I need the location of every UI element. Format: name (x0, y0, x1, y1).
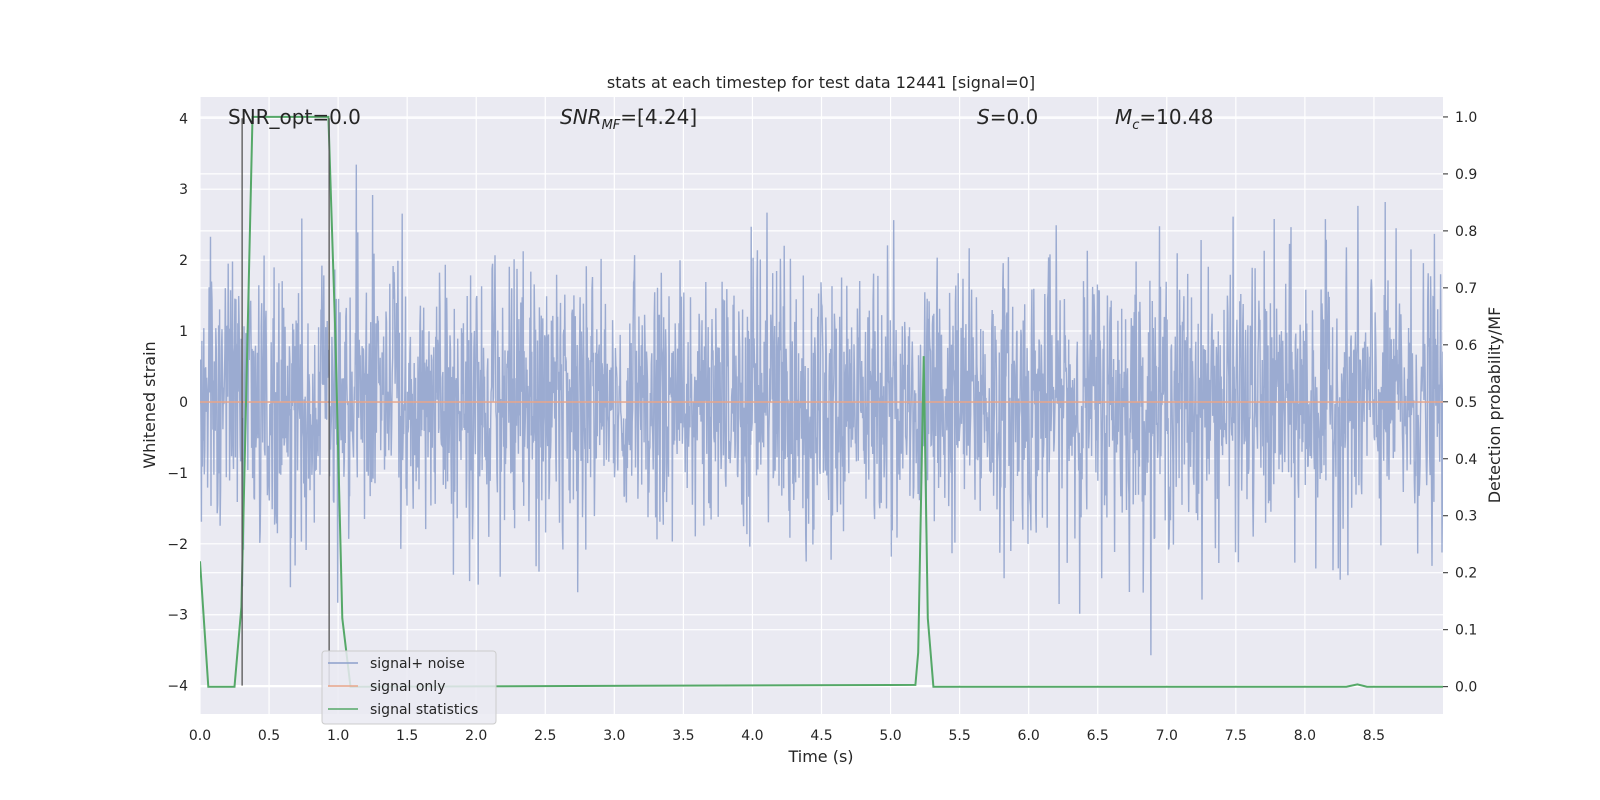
x-tick-label: 2.0 (465, 728, 487, 744)
y2-axis-label: Detection probability/MF (1485, 307, 1504, 504)
y-tick-label: −1 (167, 466, 188, 482)
x-tick-label: 8.0 (1294, 728, 1316, 744)
series-line-signal-statistics (200, 115, 1443, 688)
y-tick-label: 1 (179, 324, 188, 340)
x-tick-label: 5.5 (948, 728, 970, 744)
x-tick-label: 1.5 (396, 728, 418, 744)
chart-title: stats at each timestep for test data 124… (607, 73, 1035, 92)
annotation-s: S=0.0 (977, 105, 1038, 129)
y-tick-label: −2 (167, 537, 188, 553)
legend-label-signal-noise: signal+ noise (370, 656, 465, 672)
y2-tick-label: 0.3 (1455, 509, 1477, 525)
x-tick-label: 1.0 (327, 728, 349, 744)
annotation-mc: Mc=10.48 (1115, 105, 1213, 133)
x-tick-label: 3.0 (603, 728, 625, 744)
y2-tick-label: 0.8 (1455, 224, 1477, 240)
y-tick-label: 2 (179, 253, 188, 269)
y-axis-label: Whitened strain (140, 341, 159, 468)
legend-label-signal-statistics: signal statistics (370, 702, 478, 718)
x-tick-label: 4.0 (741, 728, 763, 744)
series-layer (200, 115, 1443, 688)
legend-label-signal-only: signal only (370, 679, 445, 695)
x-tick-label: 5.0 (879, 728, 901, 744)
x-tick-label: 0.5 (258, 728, 280, 744)
y2-tick-label: 0.2 (1455, 566, 1477, 582)
y2-tick-label: 0.5 (1455, 395, 1477, 411)
y2-tick-label: 0.7 (1455, 281, 1477, 297)
x-tick-label: 0.0 (189, 728, 211, 744)
y-tick-label: 0 (179, 395, 188, 411)
y2-tick-label: 0.4 (1455, 452, 1477, 468)
y2-tick-label: 1.0 (1455, 110, 1477, 126)
x-tick-label: 3.5 (672, 728, 694, 744)
y2-tick-label: 0.1 (1455, 623, 1477, 639)
y-tick-label: 4 (179, 111, 188, 127)
x-tick-label: 2.5 (534, 728, 556, 744)
signal-noise-series (200, 164, 1443, 656)
y-tick-label: 3 (179, 182, 188, 198)
x-tick-label: 4.5 (810, 728, 832, 744)
x-axis-label: Time (s) (787, 747, 853, 766)
series-line-signal-noise (200, 164, 1443, 656)
marker-lines (241, 118, 330, 686)
tick-labels: 0.0 0.5 1.0 1.5 2.0 2.5 3.0 3.5 4.0 4.5 5.0 5.5 6.0 6… (167, 110, 1477, 744)
legend-box (321, 650, 497, 725)
x-tick-label: 6.0 (1018, 728, 1040, 744)
legend: signal+ noise signal only signal statist… (321, 650, 497, 725)
x-tick-label: 6.5 (1087, 728, 1109, 744)
y-tick-label: −3 (167, 608, 188, 624)
y-tick-label: −4 (167, 679, 188, 695)
annotation-snr-mf: SNRMF=[4.24] (560, 105, 697, 133)
x-tick-label: 7.5 (1225, 728, 1247, 744)
annotation-snr-opt: SNR_opt=0.0 (228, 105, 361, 129)
x-tick-label: 8.5 (1363, 728, 1385, 744)
y2-tick-label: 0.6 (1455, 338, 1477, 354)
x-tick-label: 7.0 (1156, 728, 1178, 744)
y2-tick-label: 0.9 (1455, 167, 1477, 183)
y2-tick-label: 0.0 (1455, 680, 1477, 696)
